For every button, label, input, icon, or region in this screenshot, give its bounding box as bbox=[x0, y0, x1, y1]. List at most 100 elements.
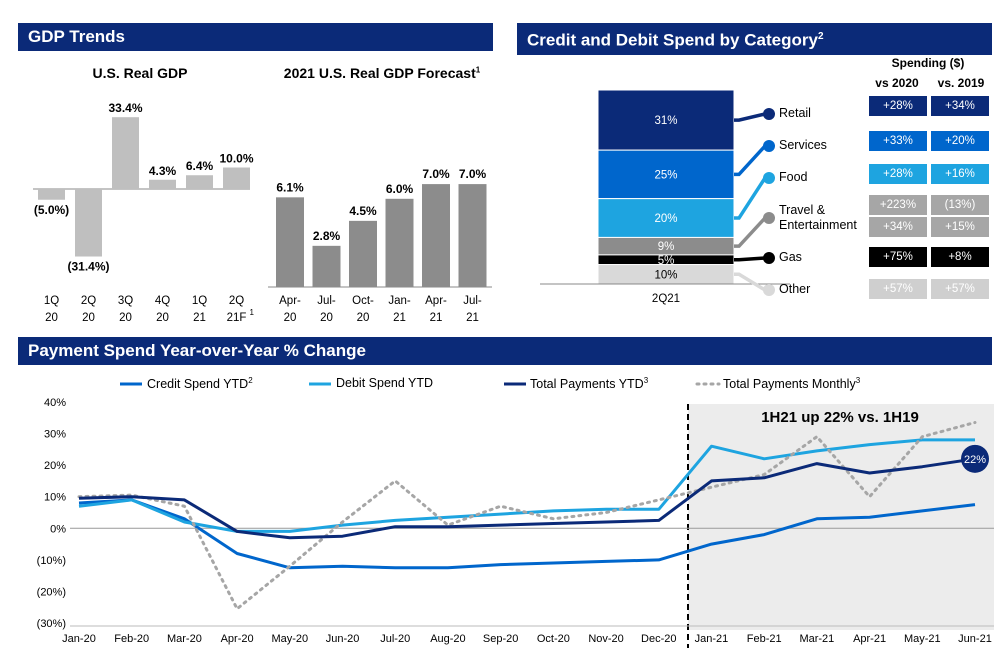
legend-travel-line1: Travel & bbox=[779, 203, 826, 217]
legend-debit-label: Debit Spend YTD bbox=[336, 376, 434, 390]
real-gdp-tick-label: 20 bbox=[119, 312, 132, 324]
category-segment-retail bbox=[597, 89, 735, 151]
spending-cell-v2020: +28% bbox=[869, 164, 927, 184]
category-connector bbox=[734, 256, 766, 262]
spending-col-2019: vs. 2019 bbox=[937, 76, 985, 90]
category-segment-label: 9% bbox=[658, 241, 675, 253]
legend-other: Other bbox=[779, 282, 811, 296]
series-line-total-payments-monthly bbox=[77, 421, 977, 611]
payment-x-tick: Sep-20 bbox=[483, 633, 518, 645]
real-gdp-tick-label: 4Q bbox=[155, 295, 170, 307]
real-gdp-bar bbox=[223, 167, 250, 189]
real-gdp-tick-label: 2Q bbox=[81, 295, 96, 307]
real-gdp-tick-label: 2Q bbox=[229, 295, 244, 307]
category-bar-label: 2Q21 bbox=[652, 293, 680, 305]
payment-x-tick: Apr-20 bbox=[221, 633, 254, 645]
payment-spend-banner: Payment Spend Year-over-Year % Change bbox=[18, 337, 992, 365]
spending-cell-v2020: +223% bbox=[869, 195, 927, 215]
payment-x-tick: Jan-20 bbox=[62, 633, 96, 645]
real-gdp-tick-label: 1Q bbox=[192, 295, 207, 307]
real-gdp-tick-label: 20 bbox=[82, 312, 95, 324]
real-gdp-bar bbox=[75, 189, 102, 257]
spending-cell-v2020: +57% bbox=[869, 279, 927, 299]
real-gdp-bar bbox=[186, 175, 213, 189]
forecast-tick-label: 20 bbox=[320, 312, 333, 324]
real-gdp-bar bbox=[38, 189, 65, 200]
forecast-tick-label: 20 bbox=[284, 312, 297, 324]
legend-total-superscript: 3 bbox=[643, 376, 649, 385]
forecast-bar bbox=[349, 220, 377, 287]
forecast-bar bbox=[385, 198, 414, 287]
forecast-tick-label: 21 bbox=[466, 312, 479, 324]
forecast-tick-label: 21 bbox=[430, 312, 443, 324]
forecast-tick-label: 21 bbox=[393, 312, 406, 324]
payment-x-tick: Jun-21 bbox=[958, 633, 992, 645]
spending-cell-v2019: (13%) bbox=[931, 195, 989, 215]
payment-x-tick: Apr-21 bbox=[853, 633, 886, 645]
category-connector bbox=[734, 112, 766, 122]
payment-x-tick: May-20 bbox=[271, 633, 308, 645]
forecast-data-label: 7.0% bbox=[422, 167, 450, 181]
legend-total-label: Total Payments YTD bbox=[530, 377, 644, 392]
real-gdp-data-label: 4.3% bbox=[149, 164, 177, 178]
series-line-credit-spend-ytd bbox=[78, 498, 976, 570]
legend-credit-superscript: 2 bbox=[248, 376, 253, 385]
spending-cell-v2020: +75% bbox=[869, 247, 927, 267]
forecast-data-label: 2.8% bbox=[313, 229, 341, 243]
forecast-data-label: 6.1% bbox=[276, 180, 304, 194]
forecast-data-label: 7.0% bbox=[459, 167, 487, 181]
legend-total-monthly: Total Payments Monthly3 bbox=[723, 376, 860, 391]
real-gdp-data-label: (5.0%) bbox=[34, 203, 69, 217]
legend-monthly-superscript: 3 bbox=[855, 376, 861, 385]
h1-annotation: 1H21 up 22% vs. 1H19 bbox=[761, 409, 919, 426]
end-value-badge-label: 22% bbox=[964, 454, 986, 466]
real-gdp-tick-label: 21F bbox=[227, 312, 247, 324]
legend-gas: Gas bbox=[779, 250, 802, 264]
spending-cell-v2019: +16% bbox=[931, 164, 989, 184]
real-gdp-data-label: (31.4%) bbox=[67, 260, 109, 274]
legend-credit-spend: Credit Spend YTD2 bbox=[147, 376, 253, 391]
legend-travel-line2: Entertainment bbox=[779, 218, 857, 232]
payment-y-tick: (10%) bbox=[37, 555, 66, 567]
payment-x-tick: May-21 bbox=[904, 633, 941, 645]
real-gdp-data-label: 6.4% bbox=[186, 159, 214, 173]
category-connector bbox=[734, 272, 766, 292]
end-value-badge bbox=[961, 444, 989, 473]
forecast-data-label: 4.5% bbox=[349, 204, 377, 218]
category-legend-dot bbox=[763, 284, 775, 296]
real-gdp-tick-label: 1Q bbox=[44, 295, 59, 307]
gdp-trends-title: GDP Trends bbox=[28, 27, 125, 46]
gdp-forecast-title: 2021 U.S. Real GDP Forecast bbox=[283, 65, 476, 81]
legend-total-payments: Total Payments YTD3 bbox=[530, 376, 648, 391]
payment-y-tick: (20%) bbox=[37, 586, 66, 598]
forecast-tick-label: 20 bbox=[357, 312, 370, 324]
payment-x-tick: Mar-20 bbox=[167, 633, 202, 645]
category-connector bbox=[734, 144, 767, 177]
payment-y-tick: 0% bbox=[50, 523, 66, 535]
payment-x-tick: Feb-21 bbox=[747, 633, 782, 645]
real-gdp-tick-label: 21 bbox=[193, 312, 206, 324]
payment-y-tick: 10% bbox=[44, 492, 66, 504]
category-connector bbox=[734, 177, 767, 220]
payment-spend-title: Payment Spend Year-over-Year % Change bbox=[28, 341, 366, 360]
category-segment-services bbox=[597, 149, 735, 200]
category-segment-label: 10% bbox=[654, 269, 677, 281]
payment-x-tick: Jul-20 bbox=[380, 633, 410, 645]
payment-x-tick: Feb-20 bbox=[114, 633, 149, 645]
category-legend-dot bbox=[763, 212, 775, 224]
real-gdp-tick-label: 20 bbox=[156, 312, 169, 324]
category-spend-title: Credit and Debit Spend by Category bbox=[527, 30, 818, 50]
category-segment-label: 25% bbox=[654, 169, 677, 181]
series-line-total-payments-ytd bbox=[78, 457, 976, 540]
payment-x-tick: Jun-20 bbox=[326, 633, 360, 645]
spending-cell-v2020: +34% bbox=[869, 217, 927, 237]
payment-x-tick: Mar-21 bbox=[799, 633, 834, 645]
category-segment-label: 31% bbox=[654, 115, 677, 127]
spending-col-2020: vs 2020 bbox=[875, 76, 919, 90]
category-legend-dot bbox=[763, 172, 775, 184]
category-segment-food bbox=[597, 198, 735, 238]
legend-food: Food bbox=[779, 170, 808, 184]
gdp-forecast-subtitle: 2021 U.S. Real GDP Forecast1 bbox=[262, 65, 502, 81]
payment-y-tick: 30% bbox=[44, 429, 66, 441]
payment-y-tick: 40% bbox=[44, 397, 66, 409]
